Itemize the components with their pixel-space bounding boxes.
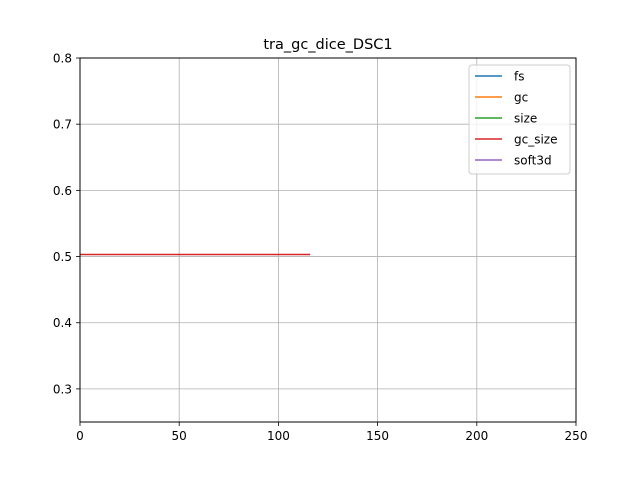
legend-label-gc: gc <box>514 91 528 105</box>
x-tick-label: 250 <box>565 429 588 443</box>
x-tick-label: 100 <box>267 429 290 443</box>
legend-label-size: size <box>514 112 537 126</box>
legend-box <box>468 64 571 175</box>
y-tick-label: 0.4 <box>53 316 72 330</box>
y-tick-label: 0.8 <box>53 52 72 66</box>
plot-frame <box>79 57 577 423</box>
x-tick-label: 0 <box>76 429 84 443</box>
legend: fs gc size gc_size soft3d <box>468 64 571 175</box>
legend-label-fs: fs <box>514 70 524 84</box>
y-tick-label: 0.6 <box>53 184 72 198</box>
x-tick-label: 50 <box>172 429 187 443</box>
legend-label-gc_size: gc_size <box>514 133 557 147</box>
y-tick-label: 0.3 <box>53 382 72 396</box>
chart-title: tra_gc_dice_DSC1 <box>263 37 392 53</box>
x-tick-label: 150 <box>366 429 389 443</box>
y-tick-label: 0.5 <box>53 250 72 264</box>
x-axis: 0 50 100 150 200 250 <box>76 422 587 443</box>
y-axis: 0.3 0.4 0.5 0.6 0.7 0.8 <box>53 52 80 396</box>
x-tick-label: 200 <box>465 429 488 443</box>
y-tick-label: 0.7 <box>53 118 72 132</box>
legend-label-soft3d: soft3d <box>514 154 552 168</box>
